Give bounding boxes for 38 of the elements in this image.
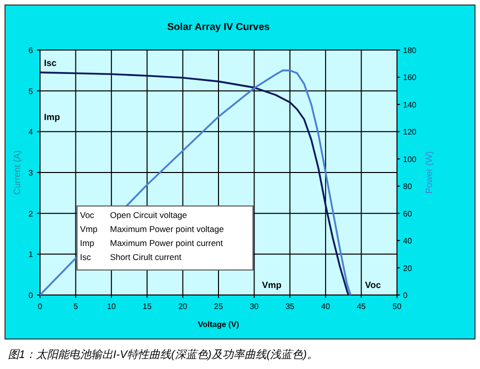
y-tick-label: 3 (28, 168, 34, 178)
y2-tick-label: 180 (403, 46, 417, 55)
x-tick-label: 25 (214, 302, 224, 311)
y2-tick-label: 80 (403, 182, 412, 192)
x-tick-label: 15 (142, 302, 152, 311)
x-tick-label: 45 (356, 302, 366, 311)
y2-tick-label: 20 (403, 264, 412, 273)
y-tick-label: 4 (28, 128, 34, 137)
annotation: Imp (44, 112, 61, 122)
y-tick-label: 1 (28, 250, 34, 260)
annotation: Voc (365, 280, 381, 290)
y-tick-label: 2 (28, 209, 34, 218)
y-tick-label: 0 (28, 291, 34, 300)
y2-tick-label: 120 (403, 128, 417, 137)
x-tick-label: 35 (285, 302, 295, 311)
y-axis-title: Current (A) (12, 150, 22, 195)
y-tick-label: 6 (28, 46, 34, 55)
annotation: Isc (44, 58, 57, 68)
x-tick-label: 20 (178, 302, 188, 311)
y2-tick-label: 140 (403, 100, 417, 110)
y-tick-label: 5 (28, 86, 34, 96)
y2-tick-label: 160 (403, 73, 417, 82)
x-tick-label: 10 (106, 302, 116, 311)
y2-axis-title: Power (W) (424, 151, 434, 194)
x-tick-label: 0 (38, 302, 43, 311)
key: Voc Open Circuit voltage Vmp Maximum Power point voltage Imp Maximum Power point current Isc Short Cirult current (76, 206, 254, 270)
x-tick-label: 30 (250, 302, 260, 311)
x-tick-label: 50 (392, 302, 402, 311)
y2-tick-label: 0 (403, 291, 408, 300)
x-tick-label: 5 (73, 302, 78, 311)
chart-title: Solar Array IV Curves (167, 22, 270, 33)
x-axis-title: Voltage (V) (198, 320, 240, 329)
caption: 图1：太阳能电池输出I-V特性曲线(深蓝色)及功率曲线(浅蓝色)。 (8, 348, 318, 361)
annotation: Vmp (262, 280, 282, 290)
y2-tick-label: 60 (403, 209, 412, 218)
y2-tick-label: 40 (403, 236, 412, 246)
y2-tick-label: 100 (403, 154, 417, 164)
x-tick-label: 40 (321, 302, 331, 311)
